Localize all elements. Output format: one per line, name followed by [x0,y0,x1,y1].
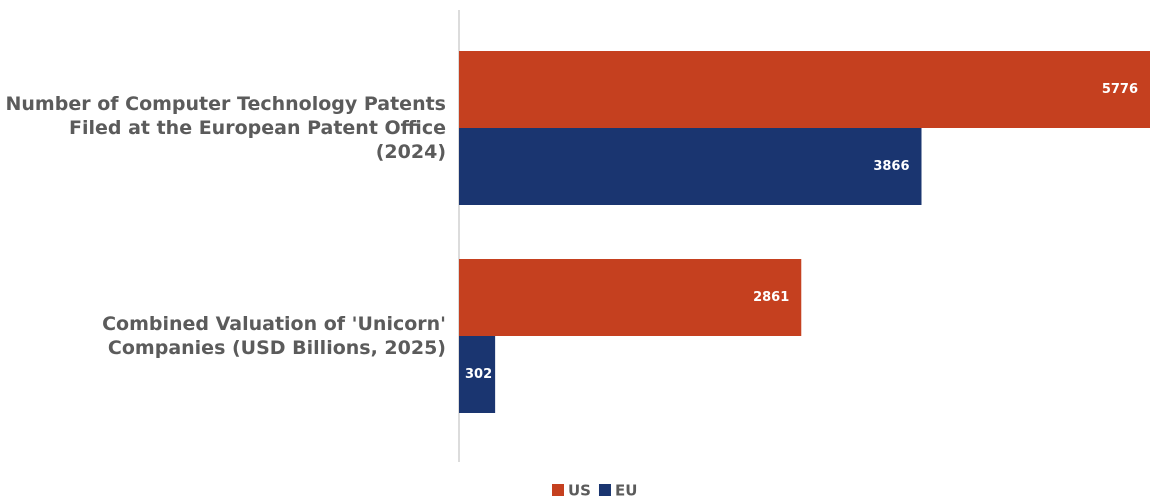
bar [459,336,496,413]
legend-label: US [568,482,591,500]
value-label: 2861 [753,290,789,305]
bar [459,51,1150,128]
bar [459,259,802,336]
legend-label: EU [615,482,637,500]
bar [459,128,922,205]
category-label: Number of Computer Technology Patents Fi… [5,93,447,163]
legend-swatch [552,484,564,496]
value-label: 302 [465,367,492,382]
category-label: Combined Valuation of 'Unicorn' Companie… [102,313,446,359]
legend-swatch [598,484,611,496]
value-label: 5776 [1102,82,1138,97]
value-label: 3866 [873,159,909,174]
